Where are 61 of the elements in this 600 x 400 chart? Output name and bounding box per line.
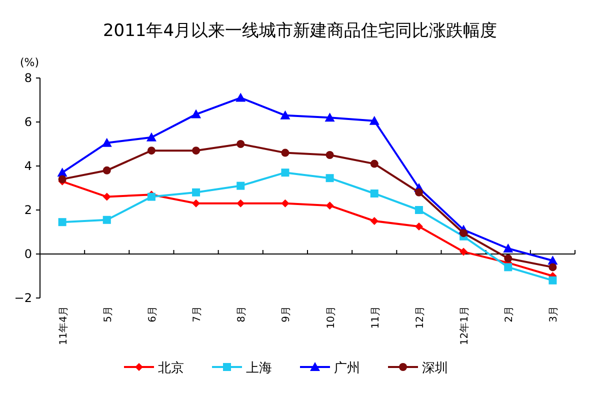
point bbox=[460, 248, 468, 256]
x-tick-label: 12月 bbox=[414, 306, 426, 329]
point bbox=[324, 112, 335, 122]
point bbox=[280, 110, 290, 120]
x-tick-label: 9月 bbox=[281, 306, 292, 322]
y-tick-label: 2 bbox=[24, 203, 32, 217]
x-tick-label: 8月 bbox=[236, 306, 248, 322]
point bbox=[548, 276, 557, 284]
point bbox=[236, 199, 245, 208]
legend-label: 上海 bbox=[246, 361, 272, 376]
y-tick-label: 6 bbox=[24, 115, 32, 129]
x-tick-label: 7月 bbox=[192, 306, 204, 322]
x-tick-label: 2月 bbox=[504, 306, 516, 322]
point bbox=[504, 254, 512, 262]
point bbox=[147, 146, 156, 155]
point bbox=[281, 199, 290, 208]
y-tick-label: 8 bbox=[24, 71, 32, 85]
x-tick-label: 3月 bbox=[548, 306, 560, 322]
point bbox=[370, 217, 378, 225]
point bbox=[370, 160, 378, 168]
point bbox=[236, 182, 245, 190]
legend-label: 深圳 bbox=[422, 361, 448, 376]
x-tick-label: 6月 bbox=[147, 306, 158, 322]
point bbox=[326, 151, 334, 159]
point bbox=[191, 109, 202, 118]
point bbox=[192, 188, 200, 196]
point bbox=[58, 218, 66, 226]
point bbox=[281, 148, 290, 157]
point bbox=[460, 229, 468, 238]
point bbox=[414, 206, 423, 214]
point bbox=[102, 216, 111, 224]
x-tick-label: 11年4月 bbox=[57, 306, 70, 346]
point bbox=[192, 146, 200, 155]
x-tick-label: 5月 bbox=[102, 306, 114, 322]
point bbox=[102, 192, 111, 201]
y-tick-label: 0 bbox=[24, 247, 32, 261]
ylabel: (%) bbox=[20, 56, 40, 69]
x-tick-label: 10月 bbox=[326, 306, 337, 329]
x-tick-label: 12年1月 bbox=[458, 306, 471, 346]
x-tick-label: 11月 bbox=[370, 306, 382, 329]
point bbox=[102, 166, 111, 174]
point bbox=[236, 140, 245, 148]
point bbox=[281, 168, 290, 177]
point bbox=[504, 263, 512, 272]
point bbox=[192, 199, 200, 208]
point bbox=[414, 188, 423, 196]
point bbox=[326, 202, 334, 210]
title: 2011年4月以来一线城市新建商品住宅同比涨跌幅度 bbox=[102, 21, 498, 41]
legend-label: 北京 bbox=[158, 361, 184, 376]
y-tick-label: 4 bbox=[24, 159, 32, 173]
point bbox=[548, 263, 557, 272]
point bbox=[503, 244, 514, 252]
point bbox=[414, 222, 423, 230]
legend-label: 广州 bbox=[334, 361, 360, 376]
y-tick-label: −2 bbox=[14, 291, 32, 305]
point bbox=[146, 132, 156, 142]
point bbox=[370, 190, 378, 198]
point bbox=[326, 174, 334, 182]
point bbox=[236, 92, 246, 102]
point bbox=[369, 116, 380, 125]
point bbox=[102, 138, 112, 147]
